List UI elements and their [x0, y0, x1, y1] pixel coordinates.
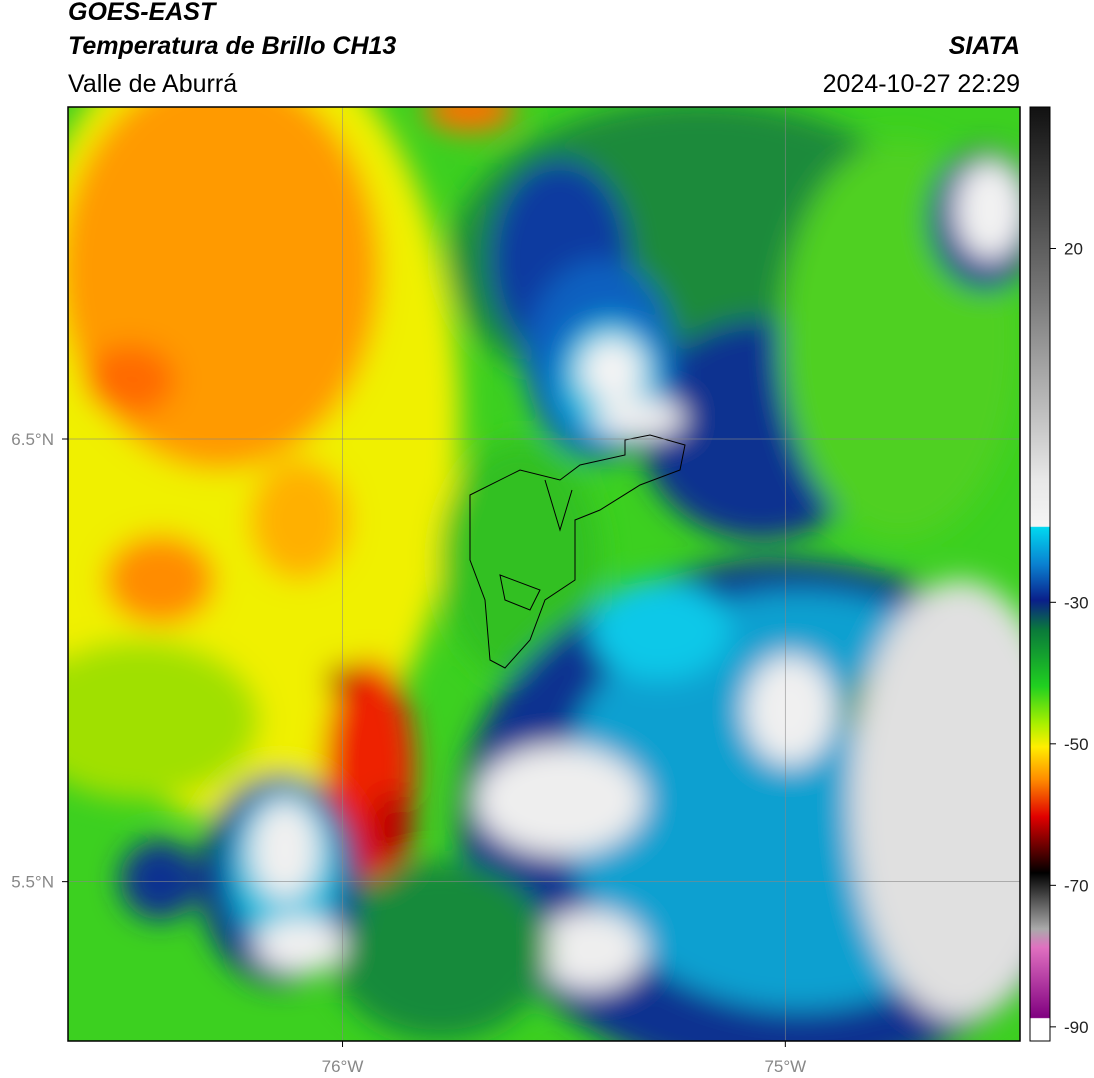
graticule [68, 107, 1020, 1041]
subtitle: Temperatura de Brillo CH13 [68, 32, 396, 60]
colorbar-tick-label: -90 [1064, 1018, 1089, 1037]
datetime: 2024-10-27 22:29 [823, 70, 1020, 98]
colorbar-tick-label: -30 [1064, 593, 1089, 612]
colorbar [1029, 106, 1051, 1042]
colorbar-tick-label: 20 [1064, 240, 1083, 259]
satellite-image [68, 107, 1020, 1041]
map-frame [67, 106, 1021, 1042]
y-tick-label: 5.5°N [11, 873, 54, 892]
y-tick-label: 6.5°N [11, 430, 54, 449]
source: SIATA [949, 32, 1020, 60]
colorbar-tick-label: -50 [1064, 735, 1089, 754]
title: GOES-EAST [68, 0, 218, 26]
x-tick-label: 75°W [764, 1057, 806, 1076]
colorbar-tick-label: -70 [1064, 876, 1089, 895]
x-tick-label: 76°W [322, 1057, 364, 1076]
region: Valle de Aburrá [68, 70, 237, 98]
municipal-boundaries [469, 434, 686, 669]
